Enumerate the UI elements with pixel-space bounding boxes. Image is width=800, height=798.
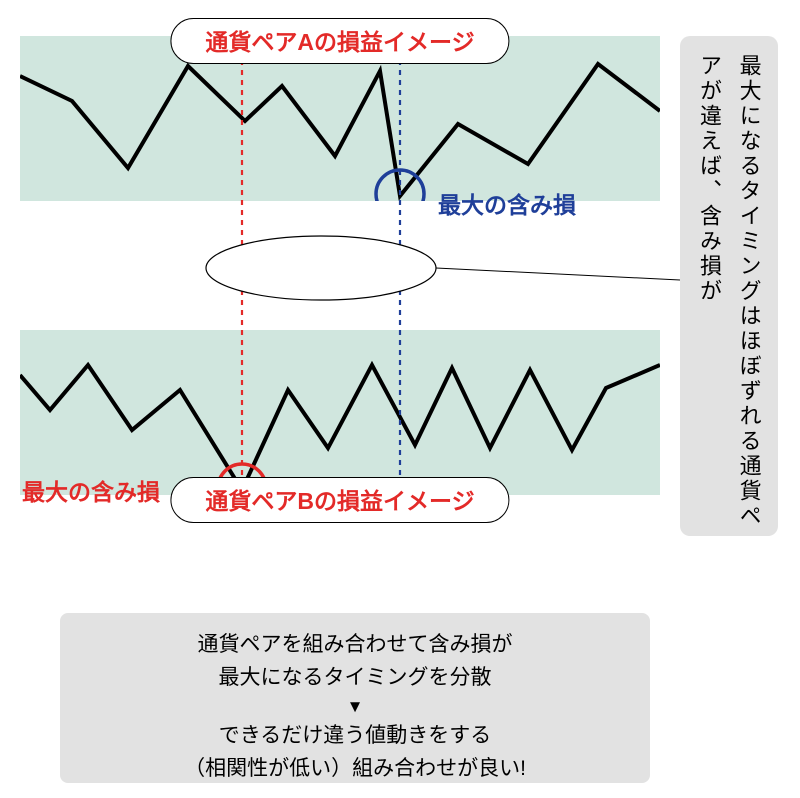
diagram-stage: 通貨ペアAの損益イメージ 通貨ペアBの損益イメージ 最大の含み損 最大の含み損 <box>20 0 660 600</box>
sidebar-line-2: 最大になるタイミングはほぼずれる <box>737 54 762 454</box>
bottom-note: 通貨ペアを組み合わせて含み損が 最大になるタイミングを分散 ▼ できるだけ違う値… <box>60 613 650 783</box>
chart-a-annotation: 最大の含み損 <box>438 186 576 220</box>
chart-b-band <box>20 330 660 495</box>
chart-b-svg <box>20 330 660 495</box>
chart-a-title-pill: 通貨ペアAの損益イメージ <box>170 18 509 64</box>
bottom-line-2: 最大になるタイミングを分散 <box>60 662 650 695</box>
down-arrow-icon: ▼ <box>60 696 650 718</box>
bottom-line-3: できるだけ違う値動きをする <box>60 720 650 753</box>
sidebar-note: 最大になるタイミングはほぼずれる通貨ペアが違えば、含み損が <box>680 36 778 536</box>
chart-b-annotation: 最大の含み損 <box>22 473 160 507</box>
sidebar-text: 最大になるタイミングはほぼずれる通貨ペアが違えば、含み損が <box>689 54 768 536</box>
bottom-line-4: （相関性が低い）組み合わせが良い! <box>60 753 650 786</box>
chart-b-title-pill: 通貨ペアBの損益イメージ <box>170 477 509 523</box>
bottom-line-1: 通貨ペアを組み合わせて含み損が <box>60 629 650 662</box>
